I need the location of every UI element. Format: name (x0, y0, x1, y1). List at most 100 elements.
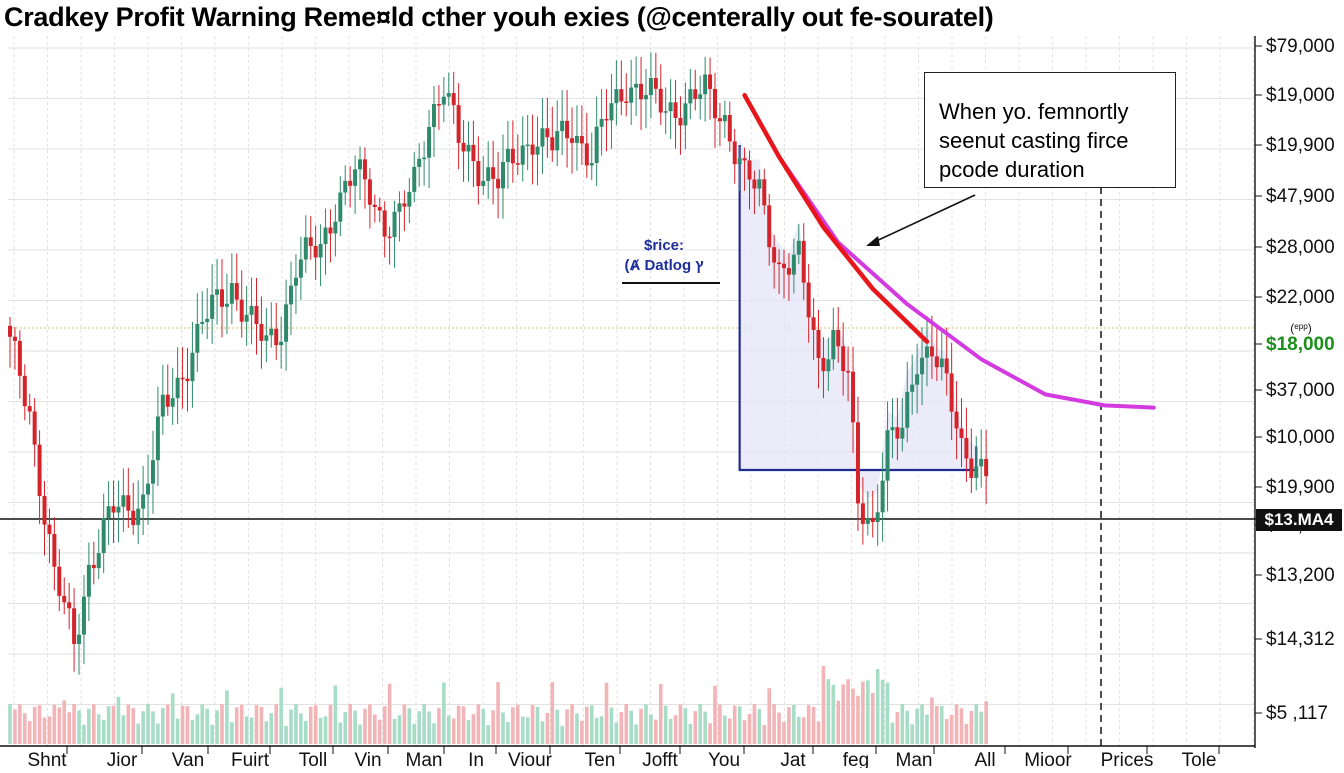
candle-body (890, 427, 895, 431)
volume-bar (836, 700, 841, 744)
candle-body (81, 596, 86, 635)
candle-body (234, 283, 239, 300)
candle-body (481, 181, 486, 186)
candle-body (116, 506, 121, 513)
volume-bar (654, 719, 658, 744)
candle-body (106, 506, 111, 519)
candle-body (289, 285, 294, 305)
volume-bar (856, 695, 860, 744)
x-tick-label: Man (406, 750, 443, 768)
volume-bar (777, 712, 781, 744)
y-tick-label: $13,200 (1266, 565, 1335, 586)
volume-bar (797, 716, 801, 744)
current-price-label: (ᵉᵖᵖ) (1290, 321, 1312, 335)
candle-body (584, 143, 589, 166)
candle-body (121, 495, 126, 507)
candle-body (190, 352, 195, 382)
candle-body (870, 517, 875, 523)
x-tick-label: In (468, 750, 484, 768)
candle-body (279, 341, 284, 346)
x-tick-label: Jior (107, 750, 138, 768)
region-note-line: (Ⱥ Datlog ץ (624, 257, 704, 274)
candle-body (806, 282, 811, 318)
volume-bar (905, 710, 910, 744)
candle-body (703, 74, 708, 95)
volume-bar (604, 682, 609, 744)
candle-body (796, 240, 801, 255)
annotation-line: seenut casting firce (939, 128, 1129, 153)
volume-bar (279, 687, 283, 744)
candle-body (284, 304, 289, 342)
candle-body (165, 394, 170, 407)
volume-bar (639, 708, 643, 744)
candle-body (895, 427, 900, 439)
candle-body (67, 602, 72, 609)
volume-bar (747, 714, 752, 744)
volume-bar (742, 720, 747, 744)
volume-bar (954, 704, 959, 744)
y-tick-label: $47,900 (1266, 186, 1335, 207)
volume-bar (47, 716, 52, 744)
volume-bar (387, 683, 392, 744)
volume-bar (32, 706, 37, 744)
volume-bar (437, 707, 441, 744)
volume-bar (974, 704, 979, 744)
candle-body (929, 346, 934, 357)
volume-bar (792, 704, 796, 744)
volume-bar (698, 704, 702, 744)
volume-bar (925, 714, 929, 744)
region-note: $ricе: (Ⱥ Datlog ץ (604, 236, 724, 276)
candle-body (313, 245, 318, 258)
volume-bar (693, 711, 698, 744)
candle-body (215, 289, 220, 295)
x-tick-label: Prices (1101, 750, 1154, 768)
volume-bar (619, 712, 624, 744)
candle-body (412, 166, 417, 192)
candle-body (693, 89, 698, 99)
candle-body (318, 244, 323, 258)
volume-bar (27, 721, 32, 744)
volume-bar (254, 705, 259, 744)
candle-body (624, 101, 629, 103)
candle-body (52, 534, 57, 567)
candle-body (777, 262, 782, 265)
candle-body (353, 169, 358, 186)
volume-bar (116, 696, 121, 744)
volume-bar (22, 713, 27, 744)
y-tick-label: $5 ,117 (1266, 703, 1328, 724)
candle-body (954, 411, 959, 429)
candle-body (269, 328, 274, 336)
volume-bar (895, 711, 900, 744)
candle-body (742, 158, 747, 161)
candle-body (160, 394, 165, 417)
candle-body (436, 104, 441, 106)
candle-body (767, 205, 772, 248)
volume-bar (762, 725, 767, 744)
volume-bar (984, 701, 988, 744)
candle-body (609, 103, 614, 121)
volume-bar (407, 708, 412, 744)
x-tick-label: Ten (585, 750, 616, 768)
volume-bar (520, 716, 525, 744)
annotation-line: pcode duration (939, 157, 1085, 182)
candle-body (422, 157, 427, 160)
candle-body (658, 88, 663, 113)
candle-body (57, 566, 62, 596)
candle-body (634, 83, 639, 88)
volume-bar (540, 721, 545, 744)
volume-bar (13, 709, 17, 744)
candle-body (599, 118, 604, 127)
candle-body (101, 518, 106, 554)
candle-body (372, 204, 377, 207)
candle-body (737, 158, 742, 165)
volume-bar (92, 704, 96, 744)
candle-body (239, 299, 244, 322)
volume-bar (313, 705, 318, 744)
volume-bar (249, 717, 254, 744)
x-tick-label: Tole (1182, 750, 1217, 768)
candle-body (515, 163, 520, 165)
volume-bar (230, 722, 234, 744)
candle-body (22, 375, 27, 407)
candle-body (17, 340, 22, 376)
candle-body (836, 330, 841, 347)
